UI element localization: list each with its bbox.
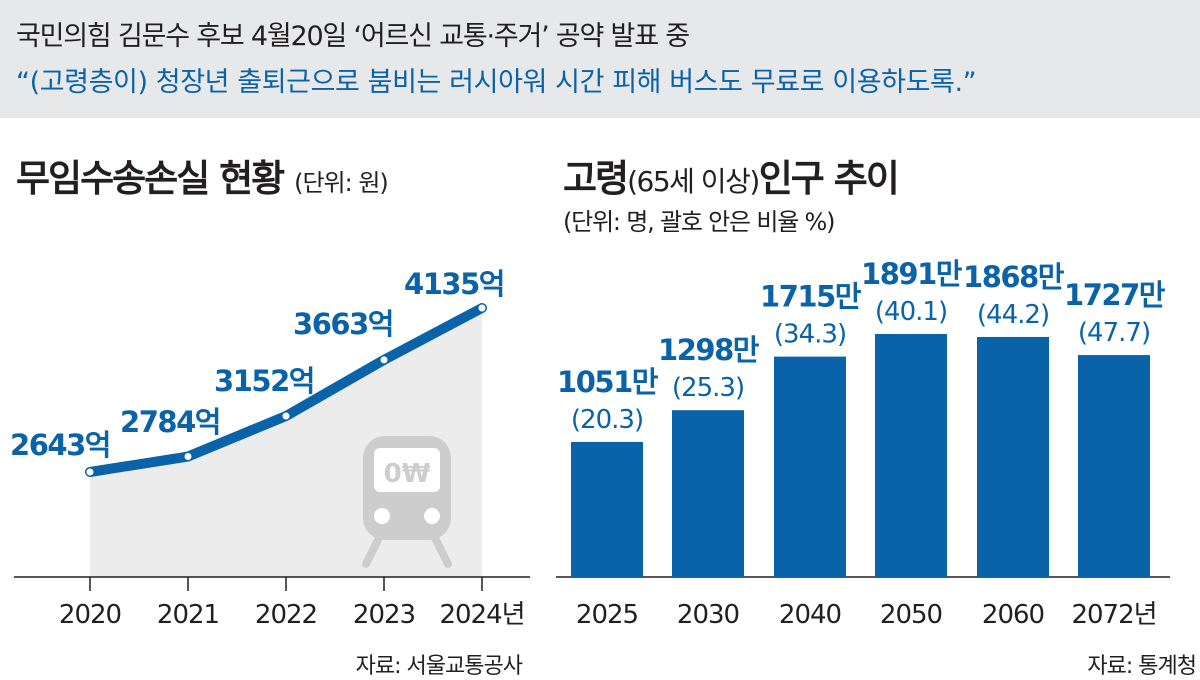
bar (672, 410, 744, 577)
right-chart-title-paren: (65세 이상) (627, 165, 760, 198)
x-tick-label: 2021 (157, 600, 219, 630)
train-headlight-right (424, 508, 440, 524)
value-label: 1868만 (963, 260, 1065, 294)
x-tick-label: 2040 (779, 600, 841, 630)
quote-banner: 국민의힘 김문수 후보 4월20일 ‘어르신 교통·주거’ 공약 발표 중 “(… (0, 0, 1200, 118)
train-headlight-left (374, 508, 390, 524)
left-chart-title-text: 무임수송손실 현황 (16, 157, 285, 200)
data-point (478, 304, 486, 312)
bar (875, 334, 947, 577)
value-label: 1715만 (760, 280, 862, 314)
ratio-label: (44.2) (977, 300, 1049, 330)
data-label: 2643억 (10, 428, 110, 462)
data-point (86, 468, 94, 476)
data-point (282, 412, 290, 420)
bar (977, 336, 1049, 577)
data-label: 3663억 (293, 307, 393, 341)
subway-train-icon: 0₩ (362, 436, 452, 568)
left-chart-source: 자료: 서울교통공사 (355, 654, 523, 679)
banner-headline: 국민의힘 김문수 후보 4월20일 ‘어르신 교통·주거’ 공약 발표 중 (16, 21, 690, 52)
ratio-label: (47.7) (1078, 318, 1150, 348)
value-label: 1727만 (1064, 278, 1166, 312)
ratio-label: (25.3) (672, 373, 744, 403)
value-label: 1298만 (658, 333, 760, 367)
data-label: 3152억 (214, 364, 314, 398)
right-chart-unit: (단위: 명, 괄호 안은 비율 %) (563, 208, 836, 236)
x-tick-label: 2020 (59, 600, 121, 630)
right-chart-title-main: 고령 (563, 157, 629, 200)
value-label: 1051만 (557, 365, 659, 399)
left-chart-unit: (단위: 원) (294, 169, 389, 197)
x-tick-label: 2025 (576, 600, 638, 630)
ratio-label: (34.3) (774, 320, 846, 350)
right-chart-source: 자료: 통계청 (1087, 654, 1197, 679)
left-chart-title: 무임수송손실 현황 (단위: 원) (16, 148, 389, 202)
ratio-label: (40.1) (875, 297, 947, 327)
x-tick-label: 2022 (255, 600, 317, 630)
data-label: 4135억 (404, 267, 504, 301)
train-window (374, 448, 440, 492)
data-point (184, 453, 192, 461)
banner-quote: “(고령층이) 청장년 출퇴근으로 붐비는 러시아워 시간 피해 버스도 무료로… (16, 67, 977, 98)
x-tick-label: 2072년 (1071, 600, 1156, 630)
ratio-label: (20.3) (571, 405, 643, 435)
train-fare-text: 0₩ (384, 459, 431, 489)
x-tick-label: 2024년 (439, 600, 524, 630)
x-tick-label: 2030 (677, 600, 739, 630)
right-chart-title-suffix: 인구 추이 (758, 157, 900, 200)
bar (774, 356, 846, 577)
elderly-population-bar-chart: (20.3) 1051만 2025 (25.3) 1298만 2030 (34.3) 1715… (556, 257, 1170, 630)
x-tick-label: 2060 (982, 600, 1044, 630)
value-label: 1891만 (861, 257, 963, 291)
right-chart-title: 고령(65세 이상)인구 추이 (563, 148, 900, 202)
elderly-fare-loss-line-chart: 0₩ 2020 2021 2022 2023 2024년 2643억 2784억 3152억 36… (10, 267, 530, 630)
x-tick-label: 2050 (880, 600, 942, 630)
data-label: 2784억 (120, 405, 220, 439)
data-point (380, 356, 388, 364)
x-tick-label: 2023 (353, 600, 415, 630)
bar (1078, 355, 1150, 577)
bar (571, 441, 643, 577)
train-rails (362, 536, 452, 568)
